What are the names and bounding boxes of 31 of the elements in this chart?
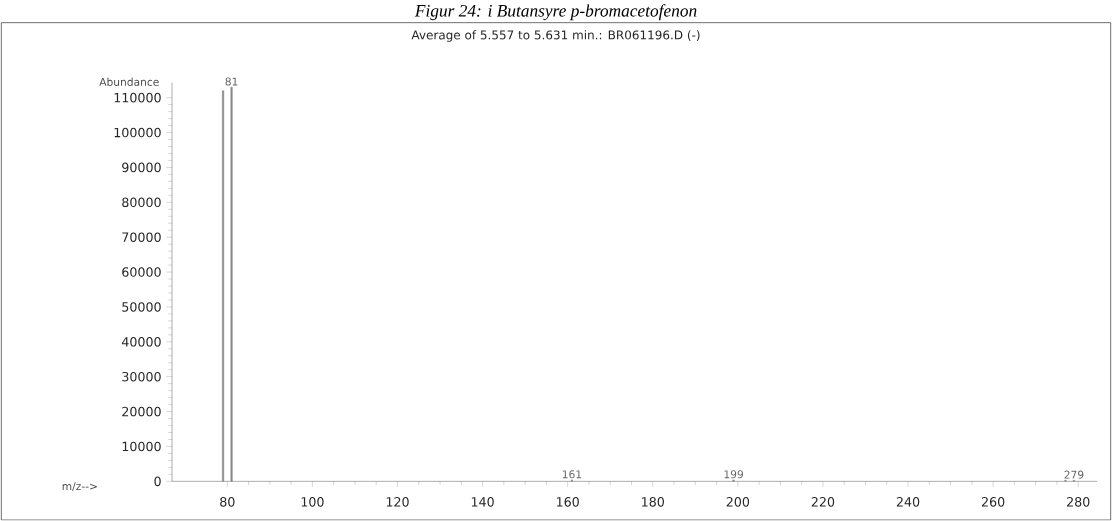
- x-tick-label: 100: [301, 496, 324, 507]
- y-tick-label: 90000: [122, 162, 161, 173]
- x-tick-label: 200: [726, 496, 750, 507]
- x-tick-label: 260: [981, 496, 1005, 507]
- annotation: 199: [724, 470, 744, 479]
- x-tick-label: 220: [811, 496, 835, 507]
- x-tick-label: 80: [220, 496, 235, 507]
- y-axis-title: Abundance: [99, 77, 159, 86]
- x-tick-label: 240: [896, 496, 920, 507]
- y-tick-label: 110000: [114, 92, 161, 103]
- x-tick-label: 140: [471, 496, 494, 507]
- x-tick-label: 280: [1067, 496, 1090, 507]
- chart-title: Figur 24: i Butansyre p-bromacetofenon: [414, 4, 697, 21]
- y-tick-label: 20000: [122, 406, 161, 417]
- y-tick-label: 30000: [122, 371, 161, 382]
- y-tick-label: 0: [154, 476, 161, 486]
- y-tick-label: 100000: [114, 127, 161, 138]
- y-tick-label: 10000: [122, 441, 161, 452]
- annotation: 161: [562, 470, 582, 479]
- annotation: 81: [225, 77, 238, 86]
- annotation: 279: [1064, 470, 1084, 479]
- x-axis-title: m/z-->: [62, 482, 97, 491]
- x-tick-label: 120: [386, 496, 409, 507]
- y-tick-label: 80000: [122, 197, 161, 207]
- y-tick-label: 50000: [122, 301, 161, 312]
- y-tick-label: 60000: [122, 267, 161, 277]
- y-tick-label: 70000: [122, 232, 161, 242]
- x-tick-label: 160: [556, 496, 579, 507]
- chart-subtitle: Average of 5.557 to 5.631 min.: BR061196.D (-): [411, 30, 700, 42]
- x-tick-label: 180: [642, 496, 664, 507]
- y-tick-label: 40000: [121, 336, 161, 347]
